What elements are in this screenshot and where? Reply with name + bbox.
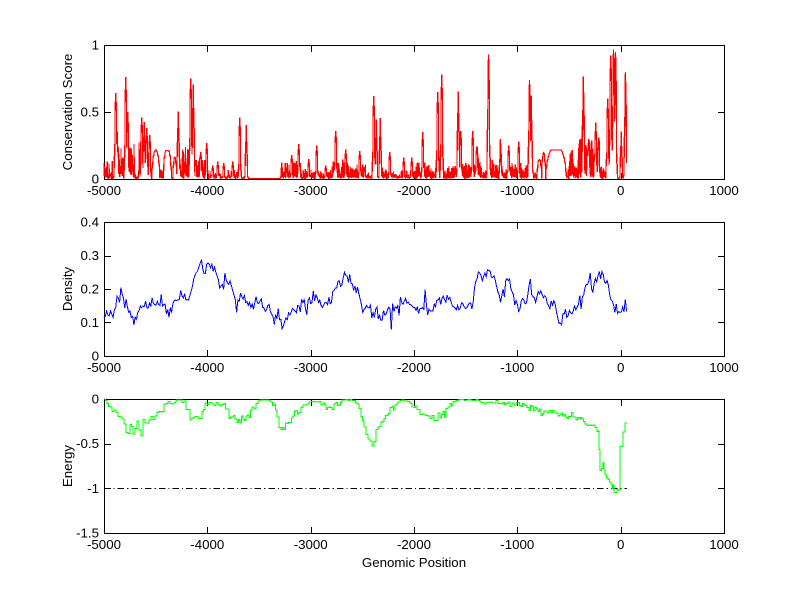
svg-text:0: 0 [92, 349, 99, 364]
svg-text:-5000: -5000 [87, 183, 121, 198]
svg-text:0: 0 [617, 360, 624, 375]
svg-text:Energy: Energy [60, 445, 75, 487]
svg-text:Genomic Position: Genomic Position [362, 555, 466, 570]
svg-text:-1000: -1000 [500, 360, 534, 375]
svg-text:Density: Density [60, 266, 75, 311]
svg-text:1: 1 [92, 38, 99, 53]
svg-text:0.4: 0.4 [81, 215, 100, 230]
svg-text:-5000: -5000 [87, 360, 121, 375]
svg-text:-4000: -4000 [190, 183, 224, 198]
svg-text:-2000: -2000 [397, 537, 431, 552]
svg-text:-3000: -3000 [294, 183, 328, 198]
svg-text:1000: 1000 [709, 183, 739, 198]
svg-text:0: 0 [92, 392, 99, 407]
svg-text:0.2: 0.2 [81, 282, 100, 297]
svg-text:-3000: -3000 [294, 537, 328, 552]
svg-text:-1.5: -1.5 [76, 526, 99, 541]
svg-text:-2000: -2000 [397, 360, 431, 375]
svg-text:-3000: -3000 [294, 360, 328, 375]
svg-text:-1: -1 [87, 481, 99, 496]
svg-text:-5000: -5000 [87, 537, 121, 552]
svg-text:0: 0 [92, 172, 99, 187]
svg-text:Conservation Score: Conservation Score [60, 54, 75, 171]
svg-text:-1000: -1000 [500, 537, 534, 552]
svg-text:1000: 1000 [709, 537, 739, 552]
svg-text:-4000: -4000 [190, 360, 224, 375]
svg-text:1000: 1000 [709, 360, 739, 375]
svg-text:-4000: -4000 [190, 537, 224, 552]
svg-text:0: 0 [617, 537, 624, 552]
svg-text:-1000: -1000 [500, 183, 534, 198]
svg-text:-2000: -2000 [397, 183, 431, 198]
svg-text:-0.5: -0.5 [76, 436, 99, 451]
svg-text:0.3: 0.3 [81, 248, 100, 263]
svg-text:0.1: 0.1 [81, 315, 100, 330]
svg-text:0.5: 0.5 [81, 105, 100, 120]
svg-text:0: 0 [617, 183, 624, 198]
